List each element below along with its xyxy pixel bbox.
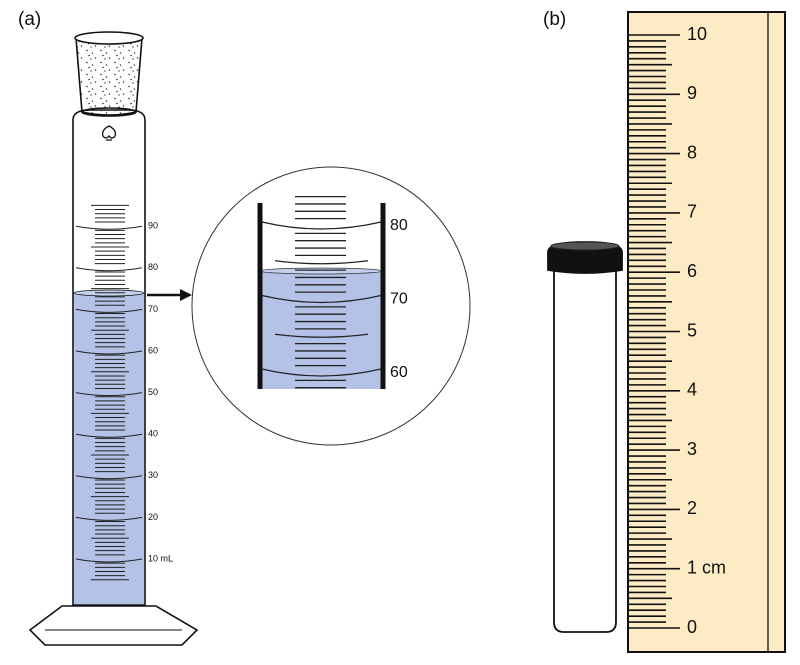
panel-label: (b)	[543, 9, 566, 30]
scale-label: 20	[148, 512, 158, 522]
scale-label: 10 mL	[148, 553, 173, 563]
mid-graduation	[274, 260, 369, 265]
scale-label: 70	[148, 304, 158, 314]
ruler-label: 9	[687, 83, 697, 103]
arrow-head	[180, 289, 192, 301]
zoom-label: 80	[390, 217, 408, 234]
ruler-label: 1 cm	[687, 557, 726, 577]
major-graduation	[75, 433, 143, 438]
scale-label: 30	[148, 470, 158, 480]
major-graduation	[261, 368, 382, 377]
ruler-label: 8	[687, 142, 697, 162]
major-graduation	[75, 350, 143, 355]
ruler-label: 5	[687, 320, 697, 340]
major-graduation	[261, 294, 382, 304]
scale-label: 80	[148, 262, 158, 272]
ruler-label: 7	[687, 202, 697, 222]
zoom-label: 60	[390, 364, 408, 381]
ruler-label: 3	[687, 439, 697, 459]
major-graduation	[75, 392, 143, 397]
scale-label: 50	[148, 387, 158, 397]
zoom-view	[191, 166, 471, 446]
major-graduation	[75, 308, 143, 313]
scale-label: 90	[148, 221, 158, 231]
ruler-label: 4	[687, 380, 697, 400]
major-graduation	[75, 475, 143, 480]
graduated-cylinder	[28, 31, 199, 646]
major-graduation	[261, 221, 382, 230]
panel-label: (a)	[18, 9, 41, 30]
ruler-label: 0	[687, 617, 697, 637]
mid-graduation	[274, 333, 369, 338]
major-graduation	[75, 558, 143, 563]
ruler-label: 10	[687, 24, 707, 44]
scale-label: 40	[148, 429, 158, 439]
ruler	[627, 11, 786, 653]
scale-label: 60	[148, 345, 158, 355]
test-tube	[547, 241, 623, 633]
ruler-label: 6	[687, 261, 697, 281]
major-graduation	[75, 225, 143, 230]
major-graduation	[75, 516, 143, 521]
ruler-label: 2	[687, 498, 697, 518]
zoom-label: 70	[390, 291, 408, 308]
cylinder-graduations	[75, 204, 143, 581]
major-graduation	[75, 267, 143, 272]
